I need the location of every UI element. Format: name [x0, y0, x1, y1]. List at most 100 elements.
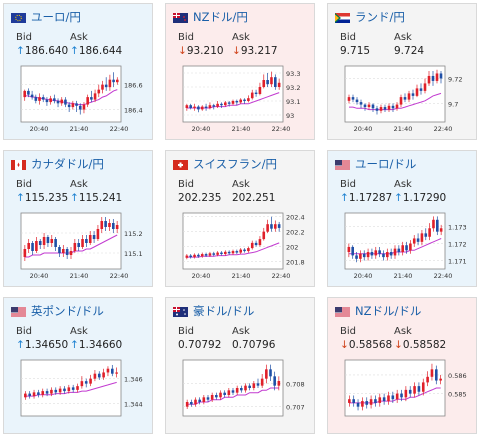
chart-plot-area	[344, 212, 446, 270]
zar-jpy-card[interactable]: ランド/円 Bid Ask 9.715 9.724 9.72 9.7 20:40 21:40 22…	[327, 3, 477, 140]
candle-body	[235, 251, 239, 253]
candle-body	[58, 388, 62, 393]
candle-body	[413, 386, 416, 394]
nz-flag-icon	[173, 12, 188, 23]
candle-body	[428, 228, 431, 237]
pair-title[interactable]: 豪ドル/ドル	[173, 303, 254, 319]
bid-value: ↑115.235	[16, 192, 68, 204]
ask-price: 0.70796	[232, 339, 276, 351]
chf-jpy-card[interactable]: スイスフラン/円 Bid Ask 202.235 202.251 202.4 202.2 20…	[165, 150, 315, 287]
arrow-up-icon: ↑	[70, 339, 79, 351]
pair-title[interactable]: NZドル/円	[173, 9, 248, 25]
price-chart[interactable]: 9.72 9.7 20:40 21:40 22:40	[331, 62, 475, 139]
y-tick-label: 1.346	[124, 376, 143, 384]
pair-title[interactable]: NZドル/ドル	[335, 303, 421, 319]
candle-body	[30, 94, 34, 98]
pair-title-text[interactable]: スイスフラン/円	[193, 157, 278, 171]
pair-title-text[interactable]: 豪ドル/ドル	[193, 304, 255, 318]
ask-value: ↑186.644	[70, 45, 122, 57]
pair-title-text[interactable]: NZドル/ドル	[355, 304, 422, 318]
candle-body	[427, 75, 431, 84]
pair-title-text[interactable]: ランド/円	[355, 10, 405, 24]
x-tick-label: 20:40	[192, 125, 211, 133]
candle-body	[258, 239, 262, 246]
pair-title[interactable]: カナダドル/円	[11, 156, 104, 172]
candle-body	[254, 92, 258, 94]
candle-body	[190, 402, 193, 405]
arrow-up-icon: ↑	[70, 45, 79, 57]
candle-body	[421, 382, 425, 392]
y-tick-label: 93.2	[286, 84, 300, 92]
gbp-usd-card[interactable]: 英ポンド/ドル Bid Ask ↑1.34650 ↑1.34660 1.346 1.344	[3, 297, 153, 434]
candle-body	[393, 248, 397, 256]
chart-plot-area	[344, 359, 446, 417]
x-tick-label: 21:40	[232, 272, 251, 280]
price-chart[interactable]: 1.173 1.172 1.171 20:40 21:40 22:40	[331, 209, 475, 286]
x-tick-label: 22:40	[434, 125, 453, 133]
candle-body	[262, 231, 266, 240]
candle-body	[435, 369, 438, 381]
candle-body	[197, 254, 200, 257]
aud-usd-card[interactable]: 豪ドル/ドル Bid Ask 0.70792 0.70796 0.708 0.707	[165, 297, 315, 434]
usd-jpy-card[interactable]: ユーロ/円 Bid Ask ↑186.640 ↑186.644 186.6 186.4 20:…	[3, 3, 153, 140]
pair-title-text[interactable]: NZドル/円	[193, 10, 248, 24]
price-chart[interactable]: 186.6 186.4 20:40 21:40 22:40	[7, 62, 151, 139]
candle-body	[239, 99, 242, 103]
candle-body	[389, 252, 393, 256]
price-chart[interactable]: 93.3 93.2 93.1 93 20:40 21:40 22:40	[169, 62, 313, 139]
candlestick-chart: 0.586 0.585	[344, 359, 467, 417]
pair-title-text[interactable]: ユーロ/ドル	[355, 157, 417, 171]
x-tick-label: 20:40	[192, 272, 211, 280]
pair-title-text[interactable]: ユーロ/円	[31, 10, 81, 24]
x-tick-label: 21:40	[70, 272, 89, 280]
candle-body	[420, 233, 424, 242]
pair-title[interactable]: ユーロ/ドル	[335, 156, 416, 172]
y-tick-label: 115.1	[124, 250, 143, 258]
pair-title[interactable]: スイスフラン/円	[173, 156, 277, 172]
moving-average-line	[349, 92, 442, 111]
candle-body	[216, 103, 219, 107]
candle-body	[67, 104, 71, 108]
candle-body	[71, 387, 75, 390]
pair-title-text[interactable]: カナダドル/円	[31, 157, 104, 171]
bid-value: 0.70792	[178, 339, 221, 351]
pair-title-text[interactable]: 英ポンド/ドル	[31, 304, 104, 318]
candle-body	[32, 392, 36, 397]
cad-jpy-card[interactable]: カナダドル/円 Bid Ask ↑115.235 ↑115.241 115.2 115.1 2…	[3, 150, 153, 287]
y-tick-label: 1.344	[124, 401, 143, 409]
price-chart[interactable]: 0.708 0.707	[169, 356, 313, 433]
candle-body	[60, 99, 64, 104]
candle-body	[31, 243, 34, 251]
candle-body	[361, 401, 364, 407]
candle-body	[49, 98, 52, 103]
candle-body	[348, 399, 351, 403]
pair-title[interactable]: ユーロ/円	[11, 9, 81, 25]
eur-usd-card[interactable]: ユーロ/ドル Bid Ask ↑1.17287 ↑1.17290 1.173 1.172 1.…	[327, 150, 477, 287]
x-tick-label: 22:40	[272, 272, 291, 280]
candle-body	[277, 224, 281, 228]
price-chart[interactable]: 115.2 115.1 20:40 21:40 22:40	[7, 209, 151, 286]
nzd-usd-card[interactable]: NZドル/ドル Bid Ask ↓0.58568 ↓0.58582 0.586 0.585	[327, 297, 477, 434]
candle-body	[374, 250, 378, 256]
candle-body	[45, 99, 49, 103]
candle-body	[208, 253, 212, 256]
candle-body	[347, 246, 351, 253]
price-chart[interactable]: 202.4 202.2 202 201.8 20:40 21:40 22:40	[169, 209, 313, 286]
candle-body	[200, 106, 204, 110]
ask-value: ↓93.217	[232, 45, 278, 57]
candle-body	[367, 104, 371, 108]
arrow-down-icon: ↓	[394, 339, 403, 351]
candle-body	[407, 93, 411, 100]
price-chart[interactable]: 0.586 0.585	[331, 356, 475, 433]
arrow-down-icon: ↓	[340, 339, 349, 351]
pair-title[interactable]: ランド/円	[335, 9, 405, 25]
bid-price: 186.640	[24, 45, 69, 57]
candle-body	[408, 389, 412, 394]
pair-title[interactable]: 英ポンド/ドル	[11, 303, 104, 319]
nzd-jpy-card[interactable]: NZドル/円 Bid Ask ↓93.210 ↓93.217 93.3 93.2 93.1 93…	[165, 3, 315, 140]
bid-price: 202.235	[178, 192, 222, 204]
price-chart[interactable]: 1.346 1.344	[7, 356, 151, 433]
candle-body	[351, 97, 355, 100]
candle-body	[227, 102, 231, 104]
candle-body	[82, 104, 86, 110]
